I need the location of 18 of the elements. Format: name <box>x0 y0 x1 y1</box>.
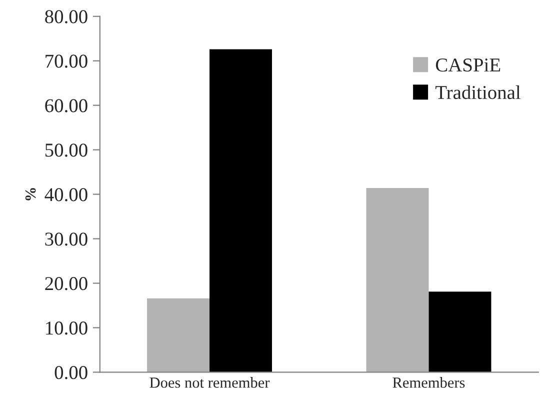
x-tick-label: Does not remember <box>150 377 270 388</box>
y-tick-label: 0.00 <box>54 366 88 380</box>
y-tick-label: 10.00 <box>46 322 88 335</box>
y-tick-label: 50.00 <box>45 144 88 157</box>
y-tick-label: 20.00 <box>45 277 88 290</box>
bar <box>147 298 210 372</box>
bar <box>210 49 272 372</box>
bar <box>428 292 492 372</box>
y-tick-label: 80.00 <box>45 10 88 24</box>
y-tick-label: 30.00 <box>45 232 88 246</box>
x-tick-label: Remembers <box>392 377 465 388</box>
y-tick-label: 60.00 <box>45 99 88 112</box>
y-axis-title: % <box>25 188 36 200</box>
y-tick-label: 70.00 <box>46 54 88 68</box>
legend-label: CASPiE <box>436 58 500 72</box>
legend-label: Traditional <box>435 85 520 100</box>
y-tick-label: 40.00 <box>44 188 88 202</box>
bar <box>366 188 429 372</box>
